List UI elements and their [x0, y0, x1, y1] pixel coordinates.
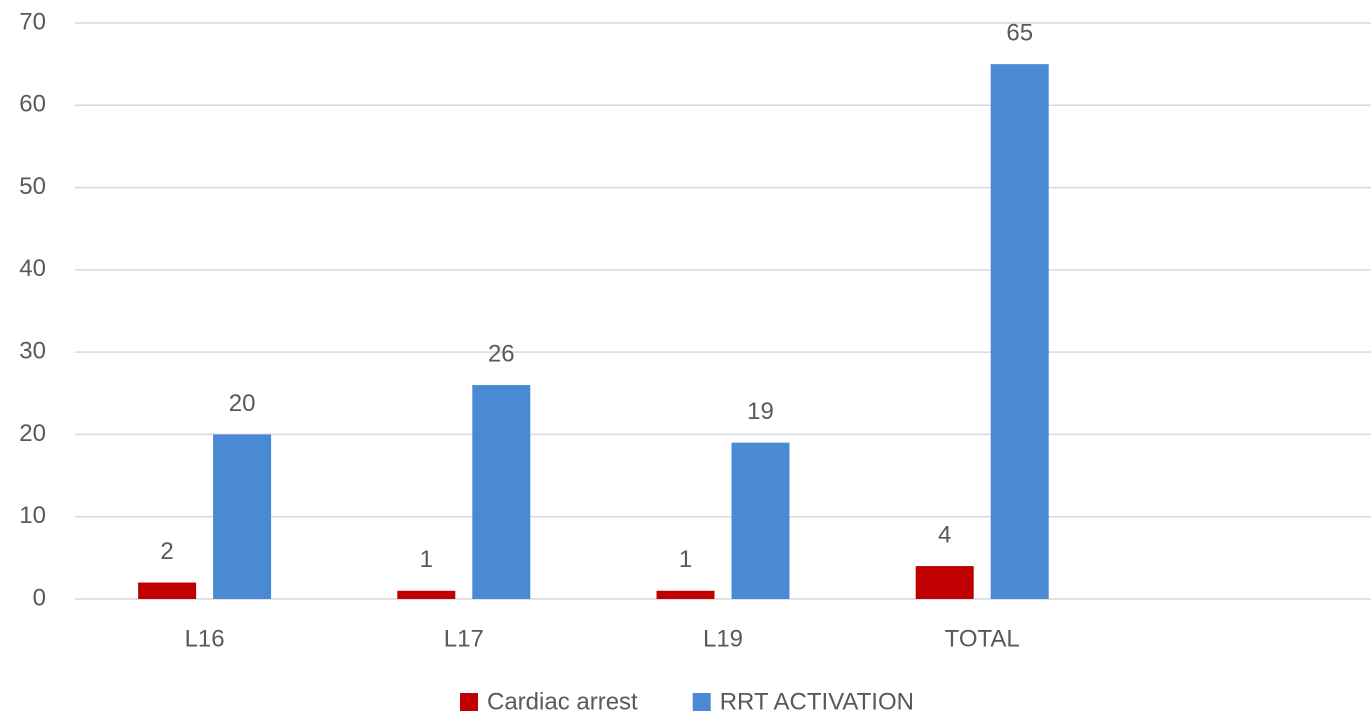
data-label: 4 [938, 521, 951, 548]
y-tick-label: 20 [19, 420, 46, 447]
y-tick-label: 0 [33, 584, 46, 611]
data-label: 2 [160, 538, 173, 565]
legend-label: RRT ACTIVATION [720, 688, 914, 715]
y-tick-label: 10 [19, 502, 46, 529]
legend-swatch [460, 693, 478, 711]
data-label: 1 [420, 546, 433, 573]
bar [731, 442, 790, 599]
y-tick-label: 30 [19, 337, 46, 364]
bar [472, 385, 531, 599]
legend-swatch [692, 693, 711, 711]
x-tick-label: L19 [703, 625, 743, 652]
bar [990, 64, 1049, 599]
y-tick-label: 50 [19, 173, 46, 200]
y-tick-label: 60 [19, 91, 46, 118]
data-label: 26 [488, 340, 515, 367]
data-label: 65 [1006, 19, 1033, 46]
data-label: 1 [679, 546, 692, 573]
bar [656, 590, 715, 599]
bar [213, 434, 272, 599]
x-tick-label: L17 [444, 625, 484, 652]
bar [138, 582, 197, 599]
bar [915, 566, 974, 599]
y-tick-label: 70 [19, 8, 46, 35]
y-tick-label: 40 [19, 255, 46, 282]
data-label: 19 [747, 398, 774, 425]
data-label: 20 [229, 390, 256, 417]
x-tick-label: L16 [185, 625, 225, 652]
legend-label: Cardiac arrest [487, 688, 638, 715]
x-tick-label: TOTAL [945, 625, 1020, 652]
bar [397, 590, 456, 599]
